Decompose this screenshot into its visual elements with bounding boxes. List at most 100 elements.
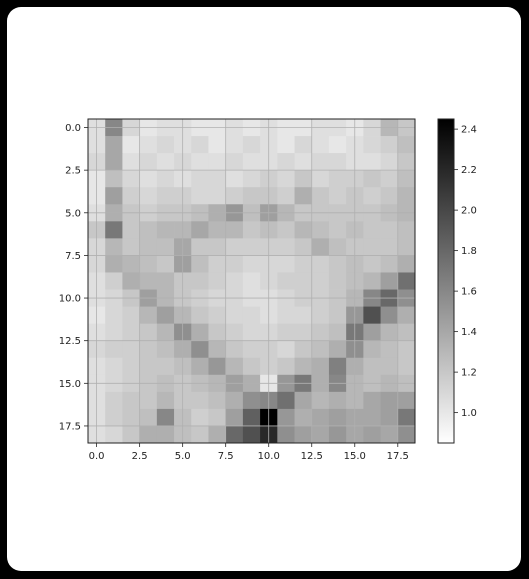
heatmap-cell: [294, 136, 313, 154]
heatmap-cell: [242, 357, 261, 376]
heatmap-cell: [139, 153, 158, 171]
heatmap-cell: [191, 187, 209, 205]
heatmap-cell: [139, 391, 158, 410]
heatmap-cell: [311, 306, 330, 325]
heatmap-cell: [242, 170, 261, 188]
heatmap-cell: [328, 170, 347, 188]
heatmap-cell: [122, 255, 141, 273]
heatmap-cell: [191, 306, 209, 325]
heatmap-cell: [139, 272, 158, 290]
heatmap-cell: [105, 255, 123, 273]
heatmap-cell: [156, 408, 175, 427]
colorbar-tick-label: 1.2: [461, 368, 477, 379]
heatmap-cell: [363, 187, 381, 205]
x-tick-label: 0.0: [89, 451, 105, 462]
heatmap-cell: [311, 340, 330, 359]
heatmap-cell: [156, 238, 175, 256]
heatmap-cell: [122, 408, 141, 427]
heatmap-cell: [397, 306, 416, 325]
x-tick-label: 2.5: [132, 451, 148, 462]
heatmap-cell: [294, 340, 313, 359]
y-tick-label: 2.5: [65, 166, 81, 177]
heatmap-cell: [397, 425, 416, 444]
x-tick-label: 5.0: [175, 451, 191, 462]
heatmap-cell: [139, 408, 158, 427]
heatmap-cell: [277, 340, 295, 359]
heatmap-cell: [122, 221, 141, 239]
y-tick-label: 0.0: [65, 123, 81, 134]
heatmap-cell: [156, 357, 175, 376]
heatmap-cell: [122, 153, 141, 171]
heatmap-cell: [294, 187, 313, 205]
heatmap-cell: [328, 238, 347, 256]
heatmap-cell: [242, 408, 261, 427]
heatmap-cell: [122, 340, 141, 359]
heatmap-cell: [122, 187, 141, 205]
heatmap-cell: [397, 391, 416, 410]
heatmap-cell: [191, 221, 209, 239]
heatmap-cell: [397, 238, 416, 256]
heatmap-cell: [191, 323, 209, 342]
heatmap-cell: [225, 136, 244, 154]
heatmap-cell: [311, 408, 330, 427]
heatmap-cell: [380, 408, 399, 427]
heatmap-cell: [363, 323, 381, 342]
heatmap-cell: [156, 255, 175, 273]
heatmap-cell: [328, 255, 347, 273]
heatmap-cell: [380, 136, 399, 154]
heatmap-cell: [122, 272, 141, 290]
heatmap-cell: [363, 408, 381, 427]
x-tick-label: 15.0: [344, 451, 366, 462]
heatmap-cell: [122, 170, 141, 188]
heatmap-cell: [277, 187, 295, 205]
y-tick-label: 7.5: [65, 251, 81, 262]
heatmap-cell: [139, 187, 158, 205]
heatmap-cell: [380, 306, 399, 325]
heatmap-cell: [397, 170, 416, 188]
heatmap-cell: [242, 425, 261, 444]
heatmap-cell: [242, 221, 261, 239]
heatmap-cell: [208, 391, 227, 410]
heatmap-cell: [191, 408, 209, 427]
plot-border: [87, 118, 416, 444]
heatmap-cell: [397, 136, 416, 154]
heatmap-cell: [363, 221, 381, 239]
heatmap-cell: [242, 187, 261, 205]
heatmap-cell: [380, 221, 399, 239]
heatmap-cell: [328, 357, 347, 376]
y-tick-label: 10.0: [59, 294, 81, 305]
heatmap-cell: [380, 170, 399, 188]
heatmap-cell: [139, 255, 158, 273]
heatmap-cell: [156, 340, 175, 359]
heatmap-cell: [191, 340, 209, 359]
heatmap-cell: [191, 357, 209, 376]
heatmap-cell: [225, 425, 244, 444]
colorbar-tick-label: 1.4: [461, 327, 477, 338]
heatmap-cell: [225, 170, 244, 188]
heatmap-cell: [139, 357, 158, 376]
heatmap-cell: [156, 187, 175, 205]
y-tick-label: 12.5: [59, 336, 81, 347]
heatmap-cell: [294, 425, 313, 444]
heatmap-cell: [105, 323, 123, 342]
heatmap-cell: [225, 255, 244, 273]
heatmap-cell: [105, 391, 123, 410]
heatmap-cell: [208, 187, 227, 205]
heatmap-cell: [363, 255, 381, 273]
heatmap-cell: [242, 238, 261, 256]
heatmap-cell: [242, 136, 261, 154]
heatmap-cell: [225, 187, 244, 205]
heatmap-cell: [363, 136, 381, 154]
heatmap-cell: [328, 306, 347, 325]
heatmap-cell: [328, 323, 347, 342]
heatmap-cell: [225, 323, 244, 342]
heatmap-cell: [208, 425, 227, 444]
x-tick-label: 10.0: [258, 451, 280, 462]
heatmap-cell: [294, 255, 313, 273]
heatmap-cell: [294, 391, 313, 410]
heatmap-cell: [139, 136, 158, 154]
heatmap-cell: [363, 425, 381, 444]
heatmap-cell: [380, 425, 399, 444]
heatmap-cell: [191, 391, 209, 410]
heatmap-cell: [294, 357, 313, 376]
